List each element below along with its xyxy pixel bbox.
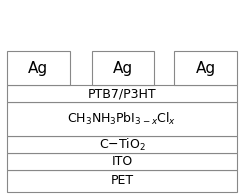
Text: ITO: ITO bbox=[111, 155, 133, 168]
Bar bbox=[174, 51, 237, 85]
Bar bbox=[7, 51, 70, 85]
Bar bbox=[7, 85, 237, 102]
Bar bbox=[92, 51, 154, 85]
Text: Ag: Ag bbox=[112, 61, 133, 76]
Bar bbox=[7, 170, 237, 192]
Bar bbox=[7, 136, 237, 153]
Text: Ag: Ag bbox=[28, 61, 49, 76]
Bar bbox=[7, 102, 237, 136]
Bar bbox=[7, 153, 237, 170]
Text: PTB7/P3HT: PTB7/P3HT bbox=[88, 87, 156, 100]
Text: PET: PET bbox=[111, 174, 133, 187]
Text: C$-$TiO$_2$: C$-$TiO$_2$ bbox=[99, 136, 145, 153]
Text: Ag: Ag bbox=[195, 61, 216, 76]
Text: CH$_3$NH$_3$PbI$_{3-x}$Cl$_x$: CH$_3$NH$_3$PbI$_{3-x}$Cl$_x$ bbox=[67, 111, 177, 127]
